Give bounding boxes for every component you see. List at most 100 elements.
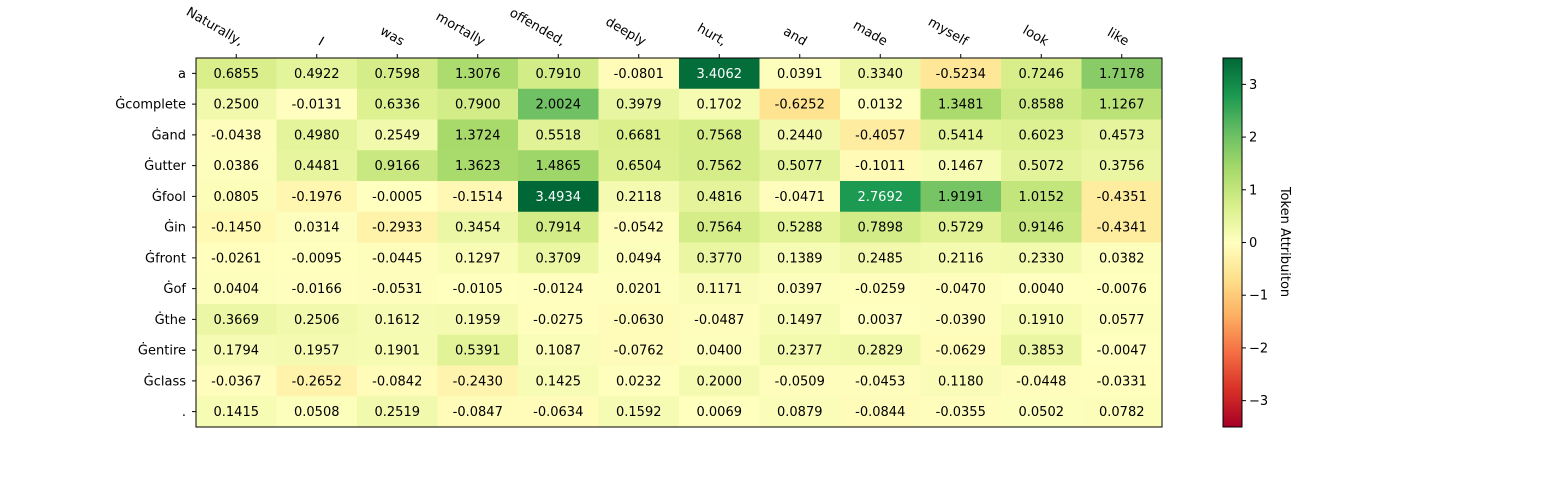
heatmap-cell-value: 0.6504 <box>616 159 662 174</box>
heatmap-cell <box>437 304 519 336</box>
heatmap-cell-value: 0.7246 <box>1019 67 1065 82</box>
heatmap-cell-value: 0.2506 <box>294 313 340 328</box>
heatmap-cell-value: 0.7568 <box>697 128 743 143</box>
heatmap-cell-value: -0.0438 <box>211 128 261 143</box>
heatmap-cell <box>437 334 519 366</box>
heatmap-cell-value: -0.0005 <box>372 190 422 205</box>
heatmap-cell <box>759 334 841 366</box>
heatmap-cell-value: -0.1011 <box>855 159 905 174</box>
colorbar-tick-label: 3 <box>1249 78 1257 93</box>
heatmap-cell <box>598 211 680 243</box>
heatmap-cell <box>920 150 1002 182</box>
heatmap-cell <box>437 365 519 397</box>
heatmap-cell-value: 0.1592 <box>616 405 662 420</box>
heatmap-cell <box>1081 119 1163 151</box>
heatmap-cell-value: 0.0201 <box>616 282 662 297</box>
heatmap-cell-value: -0.0762 <box>614 344 664 359</box>
heatmap-cell-value: -0.5234 <box>936 67 986 82</box>
heatmap-cell <box>679 211 760 243</box>
heatmap-cell <box>357 88 438 120</box>
heatmap-cell-value: 0.1910 <box>1019 313 1065 328</box>
heatmap-cell-value: -0.0448 <box>1016 374 1066 389</box>
y-tick-label: Ġfool <box>152 188 186 205</box>
y-tick-label: Ġand <box>151 126 186 143</box>
y-tick-label: Ġthe <box>155 311 186 328</box>
heatmap-cell <box>1001 119 1082 151</box>
heatmap-cell <box>920 119 1002 151</box>
heatmap-cell <box>276 58 358 90</box>
heatmap-cell-value: 0.0577 <box>1099 313 1145 328</box>
heatmap-cell-value: 0.5288 <box>777 221 823 236</box>
y-tick-label: Ġentire <box>138 342 186 359</box>
heatmap-cell-value: 0.2440 <box>777 128 823 143</box>
heatmap-cell-value: 0.0037 <box>858 313 904 328</box>
heatmap-cell-value: 0.1959 <box>455 313 501 328</box>
heatmap-cell <box>518 211 599 243</box>
heatmap-cell <box>840 396 921 428</box>
heatmap-cell-value: 0.1702 <box>697 98 743 113</box>
y-tick-label: a <box>178 67 186 82</box>
heatmap-cell <box>1001 181 1082 213</box>
heatmap-cell <box>920 211 1002 243</box>
heatmap-cell-value: 0.5072 <box>1019 159 1065 174</box>
heatmap-cell <box>679 181 760 213</box>
heatmap-cell <box>357 150 438 182</box>
heatmap-cell <box>679 150 760 182</box>
heatmap-cell-value: 0.0502 <box>1019 405 1065 420</box>
heatmap-cell-value: 0.0132 <box>858 98 904 113</box>
heatmap-cell <box>437 211 519 243</box>
heatmap-cell-value: 0.0040 <box>1019 282 1065 297</box>
heatmap-cell-value: 0.1794 <box>214 344 260 359</box>
heatmap-cell-value: -0.0801 <box>614 67 664 82</box>
heatmap-cell-value: -0.0471 <box>775 190 825 205</box>
heatmap-cell <box>598 304 680 336</box>
heatmap-cell-value: 0.7898 <box>858 221 904 236</box>
heatmap-cell <box>357 365 438 397</box>
heatmap-cell-value: 0.3853 <box>1019 344 1065 359</box>
heatmap-cell-value: 0.4816 <box>697 190 743 205</box>
colorbar <box>1222 57 1243 428</box>
heatmap-cell <box>437 273 519 305</box>
heatmap-cell-value: -0.6252 <box>775 98 825 113</box>
heatmap-cell <box>679 396 760 428</box>
x-tick-label: made <box>850 18 889 49</box>
heatmap-cell-value: 0.2500 <box>214 98 260 113</box>
heatmap-cell <box>1001 273 1082 305</box>
heatmap-cell <box>1081 396 1163 428</box>
heatmap-cell-value: 0.0879 <box>777 405 823 420</box>
heatmap-cell-value: 1.9191 <box>938 190 984 205</box>
heatmap-cell <box>598 242 680 274</box>
heatmap-cell-value: 0.1497 <box>777 313 823 328</box>
heatmap-cell <box>518 334 599 366</box>
heatmap-cell-value: 0.1171 <box>697 282 743 297</box>
heatmap-cell <box>679 304 760 336</box>
heatmap-cell-value: 0.0400 <box>697 344 743 359</box>
heatmap-cell <box>759 58 841 90</box>
heatmap-cell-value: -0.0844 <box>855 405 905 420</box>
heatmap-cell <box>437 150 519 182</box>
heatmap-cell <box>759 242 841 274</box>
heatmap-cell <box>357 334 438 366</box>
heatmap-cell <box>518 304 599 336</box>
x-tick-label: mortally <box>433 9 487 49</box>
heatmap-cell <box>357 304 438 336</box>
heatmap-cell <box>1001 150 1082 182</box>
heatmap-cell-value: 0.3669 <box>214 313 260 328</box>
heatmap-cell-value: -0.1976 <box>292 190 342 205</box>
heatmap-cell-value: 0.9166 <box>375 159 421 174</box>
heatmap-cell-value: 0.5414 <box>938 128 984 143</box>
heatmap-cell-value: 0.5729 <box>938 221 984 236</box>
x-tick-label: myself <box>925 15 970 50</box>
heatmap-cell <box>196 58 277 90</box>
heatmap-cell-value: 0.0391 <box>777 67 823 82</box>
heatmap-cell <box>598 334 680 366</box>
heatmap-cell <box>518 88 599 120</box>
heatmap-cell-value: -0.0131 <box>292 98 342 113</box>
heatmap-cell-value: 0.7900 <box>455 98 501 113</box>
heatmap-cell <box>276 150 358 182</box>
heatmap-cell-value: 1.4865 <box>536 159 582 174</box>
heatmap-cell <box>357 242 438 274</box>
heatmap-cell <box>357 58 438 90</box>
heatmap-cell <box>1081 304 1163 336</box>
